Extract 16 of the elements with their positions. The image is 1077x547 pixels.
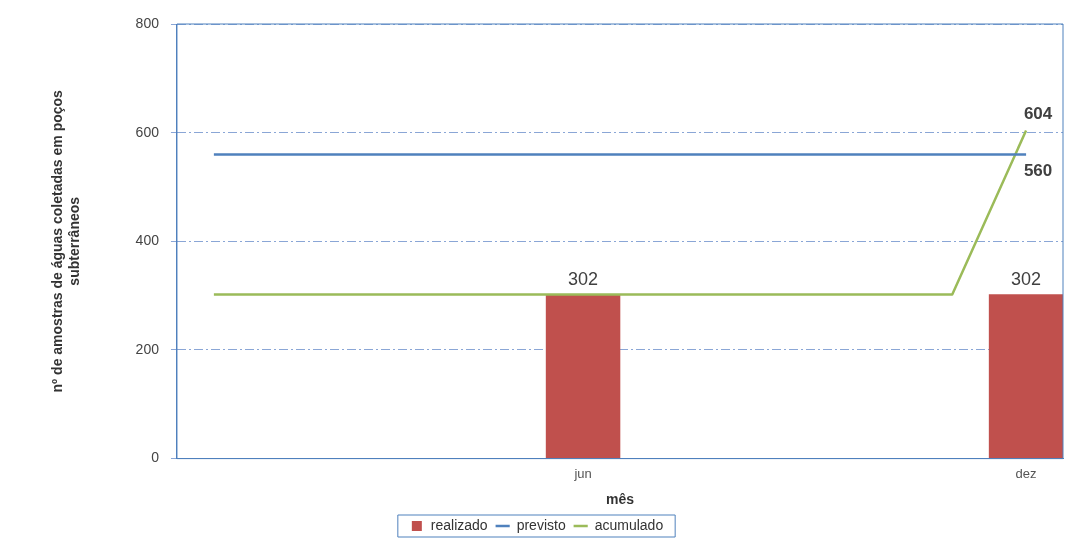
y-tick-label: 600 bbox=[135, 123, 160, 140]
x-tick-label: dez bbox=[1015, 465, 1037, 481]
data-label: 560 bbox=[1023, 160, 1053, 180]
y-tick-label: 0 bbox=[151, 449, 160, 466]
data-label: 604 bbox=[1023, 103, 1053, 123]
y-tick-label: 400 bbox=[135, 232, 160, 249]
x-axis-title: mês bbox=[605, 491, 635, 508]
legend-label: realizado bbox=[430, 516, 488, 533]
y-tick-label: 200 bbox=[135, 340, 160, 357]
y-tick-label: 800 bbox=[135, 14, 160, 31]
x-tick-label: jun bbox=[573, 465, 592, 481]
legend-label: acumulado bbox=[594, 516, 664, 533]
data-label: 302 bbox=[1011, 268, 1042, 289]
data-label: 302 bbox=[568, 268, 599, 289]
y-axis-title: nº de amostras de águas coletadas em poços subterrâneos bbox=[49, 89, 83, 393]
legend-label: previsto bbox=[516, 516, 566, 533]
